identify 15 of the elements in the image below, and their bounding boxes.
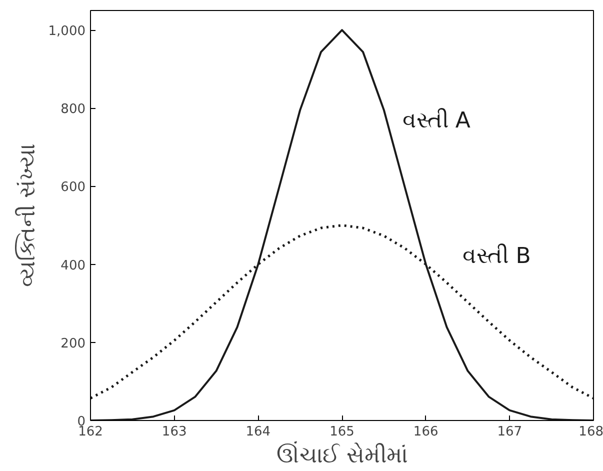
x-tick-label: 166 [413, 424, 438, 440]
series-label: વસ્તી A [402, 108, 470, 134]
x-tick-label: 168 [578, 424, 603, 440]
x-tick-label: 167 [497, 424, 522, 440]
x-axis-title: ઊંચાઈ સેમીમાં [276, 440, 408, 468]
x-tick-label: 164 [246, 424, 271, 440]
y-tick-label: 1,000 [48, 24, 86, 40]
series-label: વસ્તી B [462, 244, 531, 269]
y-axis-title: વ્યક્તિની સંખ્યા [15, 144, 40, 287]
y-tick-label: 400 [60, 258, 86, 274]
y-tick-label: 200 [60, 336, 86, 352]
x-tick-label: 165 [330, 424, 354, 440]
y-tick-label: 600 [60, 180, 86, 196]
x-tick-label: 163 [162, 424, 187, 440]
y-tick-label: 800 [60, 102, 86, 118]
